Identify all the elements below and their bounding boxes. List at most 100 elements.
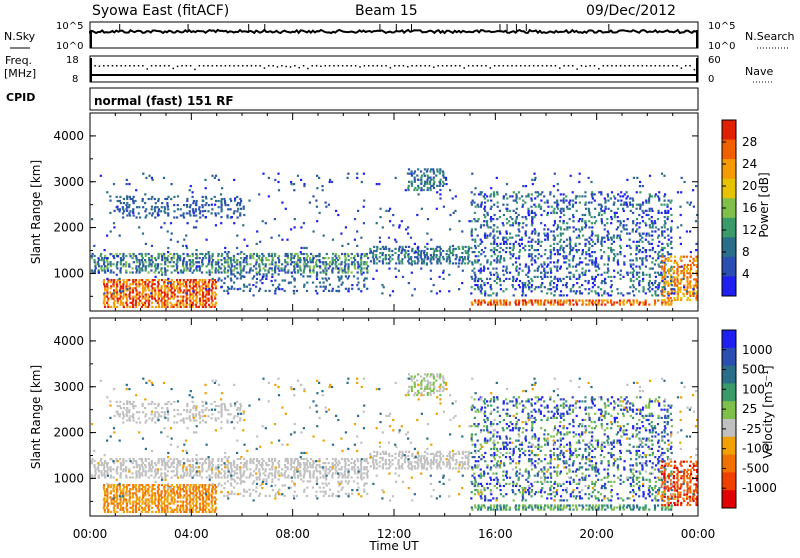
power-cells-cell	[481, 299, 483, 301]
power-cells-cell	[166, 291, 168, 293]
power-cells-cell	[649, 210, 651, 212]
power-cells-cell	[166, 296, 168, 298]
vel-cells-cell	[151, 462, 153, 464]
power-cells-cell	[109, 212, 111, 214]
power-cells-cell	[167, 282, 169, 284]
power-cells-cell	[277, 257, 279, 259]
power-cells-cell	[189, 255, 191, 257]
power-cells-cell	[473, 268, 475, 270]
power-cells-cell	[119, 253, 121, 255]
power-cells-cell	[236, 267, 238, 269]
power-cells-cell	[676, 262, 678, 264]
power-cells-cell	[103, 283, 105, 285]
vel-cells-cell	[113, 507, 115, 509]
power-cells-cell	[686, 280, 688, 282]
power-cells-cell	[600, 257, 602, 259]
power-cells-cell	[351, 263, 353, 265]
power-cells-cell	[613, 276, 615, 278]
power-cells-cell	[249, 255, 251, 257]
power-cells-cell	[480, 243, 482, 245]
power-cells-cell	[125, 263, 127, 265]
power-cells-cell	[563, 301, 565, 303]
power-cells-cell	[629, 233, 631, 235]
vel-cells-cell	[104, 460, 106, 462]
power-cells-cell	[220, 206, 222, 208]
power-cells-cell	[240, 277, 242, 279]
vel-cells-cell	[144, 509, 146, 511]
power-cells-cell	[363, 200, 365, 202]
power-cells-cell	[205, 302, 207, 304]
power-cells-cell	[666, 206, 668, 208]
power-cells-cell	[129, 287, 131, 289]
power-cells-cell	[578, 249, 580, 251]
power-cells-cell	[414, 177, 416, 179]
power-cells-cell	[177, 300, 179, 302]
vel-cells-cell	[239, 472, 241, 474]
power-cells-cell	[487, 304, 489, 306]
power-cells-cell	[145, 296, 147, 298]
power-cells-cell	[613, 257, 615, 259]
power-cells-cell	[204, 296, 206, 298]
power-cells-cell	[642, 301, 644, 303]
vel-cells-cell	[182, 488, 184, 490]
power-cells-cell	[173, 255, 175, 257]
power-cells-cell	[312, 257, 314, 259]
power-colorbar-swatch	[722, 159, 736, 179]
power-cells-cell	[608, 233, 610, 235]
vel-cells-cell	[201, 476, 203, 478]
power-cells-cell	[347, 277, 349, 279]
power-cells-cell	[306, 253, 308, 255]
power-cells-cell	[540, 276, 542, 278]
power-cells-cell	[258, 265, 260, 267]
power-cells-cell	[668, 282, 670, 284]
power-cells-cell	[163, 283, 165, 285]
power-cells-cell	[171, 287, 173, 289]
power-cells-cell	[620, 204, 622, 206]
power-cells-cell	[285, 255, 287, 257]
power-cells-cell	[639, 239, 641, 241]
power-cells-cell	[572, 286, 574, 288]
power-cells-cell	[645, 299, 647, 301]
power-cells-cell	[556, 212, 558, 214]
power-cells-cell	[470, 292, 472, 294]
nave-dot	[238, 65, 240, 67]
vel-cells-cell	[198, 486, 200, 488]
vel-cells-cell	[142, 492, 144, 494]
vel-cells-cell	[205, 490, 207, 492]
power-cells-cell	[188, 289, 190, 291]
power-cells-cell	[638, 251, 640, 253]
power-cells-cell	[394, 252, 396, 254]
power-cells-cell	[283, 269, 285, 271]
nave-dot	[516, 65, 518, 67]
power-cells-cell	[667, 291, 669, 293]
power-cells-cell	[522, 288, 524, 290]
power-cells-cell	[217, 255, 219, 257]
power-cells-cell	[585, 208, 587, 210]
power-cells-cell	[233, 257, 235, 259]
power-cells-cell	[616, 301, 618, 303]
power-cells-cell	[291, 183, 293, 185]
power-cells-cell	[579, 257, 581, 259]
power-cells-cell	[176, 261, 178, 263]
power-cells-cell	[373, 246, 375, 248]
power-cells-cell	[496, 249, 498, 251]
power-cells-cell	[560, 212, 562, 214]
vel-cells-cell	[186, 472, 188, 474]
power-cells-cell	[638, 204, 640, 206]
power-cells-cell	[629, 259, 631, 261]
power-cells-cell	[204, 210, 206, 212]
vel-cells-cell	[163, 460, 165, 462]
power-cells-cell	[107, 263, 109, 265]
power-cells-cell	[527, 272, 529, 274]
power-cells-cell	[432, 168, 434, 170]
power-cells-cell	[648, 235, 650, 237]
power-cells-cell	[385, 258, 387, 260]
power-cells-cell	[509, 233, 511, 235]
power-cells-cell	[214, 291, 216, 293]
power-cells-cell	[417, 260, 419, 262]
vel-cells-cell	[208, 474, 210, 476]
power-cells-cell	[647, 288, 649, 290]
power-cells-cell	[160, 253, 162, 255]
power-cells-cell	[278, 189, 280, 191]
power-cells-cell	[189, 283, 191, 285]
